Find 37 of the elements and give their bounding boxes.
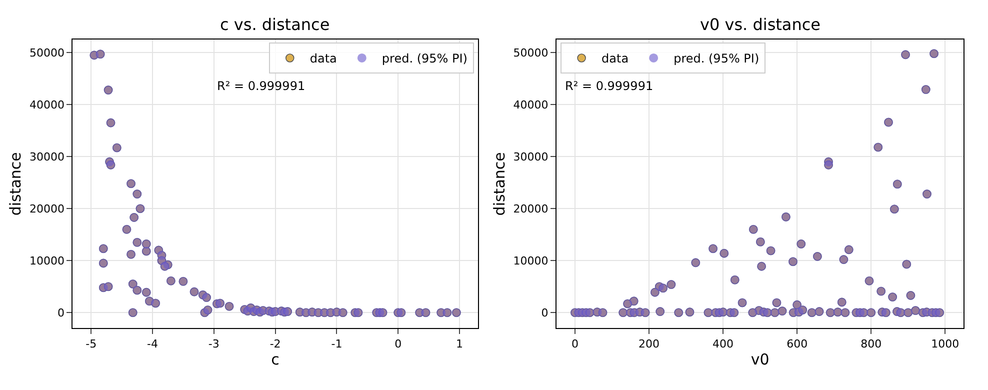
y-tick-label: 50000 <box>513 46 548 60</box>
chart-title: c vs. distance <box>220 15 330 34</box>
annotation: R² = 0.999991 <box>217 79 306 93</box>
y-tick-label: 50000 <box>29 46 64 60</box>
y-tick-label: 10000 <box>513 254 548 268</box>
x-tick-label: 0 <box>394 337 402 350</box>
x-tick-label: 0 <box>571 337 578 350</box>
y-tick-label: 40000 <box>29 98 64 112</box>
y-tick-label: 20000 <box>29 202 64 216</box>
legend-label: data <box>310 52 337 66</box>
x-tick-label: 800 <box>860 337 882 350</box>
y-axis-title: distance <box>6 152 25 216</box>
y-tick-label: 0 <box>541 306 548 320</box>
x-axis-title: c <box>271 350 280 368</box>
legend-label: data <box>602 52 629 66</box>
y-tick-label: 10000 <box>29 254 64 268</box>
x-tick-label: 400 <box>712 337 734 350</box>
annotation: R² = 0.999991 <box>565 79 654 93</box>
x-tick-label: -4 <box>147 337 158 350</box>
x-tick-label: -3 <box>208 337 220 350</box>
x-tick-label: 1 <box>456 337 463 350</box>
legend-label: pred. (95% PI) <box>674 52 760 66</box>
y-tick-label: 40000 <box>513 98 548 112</box>
y-axis-title: distance <box>490 152 509 216</box>
y-tick-label: 0 <box>57 306 64 320</box>
y-tick-label: 30000 <box>513 150 548 164</box>
x-tick-label: 1000 <box>931 337 960 350</box>
chart-title: v0 vs. distance <box>700 15 821 34</box>
x-tick-label: 600 <box>786 337 808 350</box>
x-tick-label: 200 <box>638 337 660 350</box>
y-tick-label: 20000 <box>513 202 548 216</box>
x-tick-label: -2 <box>270 337 281 350</box>
x-tick-label: -1 <box>331 337 342 350</box>
y-tick-label: 30000 <box>29 150 64 164</box>
legend-label: pred. (95% PI) <box>382 52 468 66</box>
x-axis-title: v0 <box>750 350 770 368</box>
x-tick-label: -5 <box>86 337 97 350</box>
